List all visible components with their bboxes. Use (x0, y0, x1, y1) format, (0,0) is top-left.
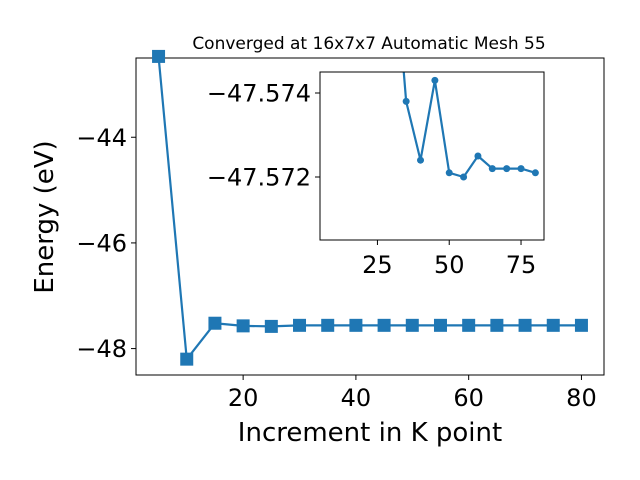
main-y-tick-label: −48 (76, 335, 127, 363)
main-data-point (236, 319, 250, 333)
main-axis-ticks: 20 40 60 80 −48 −46 −44 (76, 124, 596, 412)
inset-data-point (460, 173, 468, 181)
main-data-point (152, 49, 166, 63)
main-data-point (180, 352, 194, 366)
main-chart: Converged at 16x7x7 Automatic Mesh 55 20… (30, 34, 605, 448)
main-data-point (377, 318, 391, 332)
main-data-point (433, 318, 447, 332)
main-series (152, 49, 588, 366)
inset-data-point (417, 156, 425, 164)
inset-data-point (431, 76, 439, 84)
inset-data-point (531, 169, 539, 177)
main-y-tick-label: −44 (76, 124, 127, 152)
main-data-point (321, 318, 335, 332)
main-data-point (349, 318, 363, 332)
main-y-tick-label: −46 (76, 230, 127, 258)
main-x-tick-label: 60 (453, 384, 484, 412)
inset-series (402, 72, 539, 181)
inset-data-point (503, 165, 511, 173)
main-x-tick-label: 40 (341, 384, 372, 412)
inset-x-tick-label: 75 (506, 251, 537, 279)
main-series-line (157, 56, 582, 361)
inset-data-point (474, 152, 482, 160)
inset-x-tick-label: 25 (362, 251, 393, 279)
main-data-point (546, 318, 560, 332)
main-data-point (405, 318, 419, 332)
inset-axis-ticks: 25 50 75 −47.574 −47.572 (207, 80, 536, 279)
inset-data-point (517, 165, 525, 173)
inset-plot-frame (319, 71, 545, 241)
inset-y-tick-label: −47.574 (207, 80, 311, 108)
main-data-point (208, 316, 222, 330)
main-data-point (490, 318, 504, 332)
main-data-point (264, 319, 278, 333)
x-axis-label: Increment in K point (238, 418, 502, 448)
main-data-point (574, 318, 588, 332)
main-data-point (462, 318, 476, 332)
inset-y-tick-label: −47.572 (207, 164, 311, 192)
inset-data-point (488, 165, 496, 173)
inset-chart: 25 50 75 −47.574 −47.572 (207, 71, 545, 279)
main-x-tick-label: 80 (566, 384, 597, 412)
inset-x-tick-label: 50 (434, 251, 465, 279)
inset-data-point (402, 97, 410, 105)
y-axis-label: Energy (eV) (30, 140, 60, 293)
main-data-point (293, 318, 307, 332)
chart-title: Converged at 16x7x7 Automatic Mesh 55 (192, 34, 545, 54)
main-plot-frame (135, 57, 605, 376)
main-data-point (518, 318, 532, 332)
inset-data-point (445, 169, 453, 177)
main-x-tick-label: 20 (228, 384, 259, 412)
